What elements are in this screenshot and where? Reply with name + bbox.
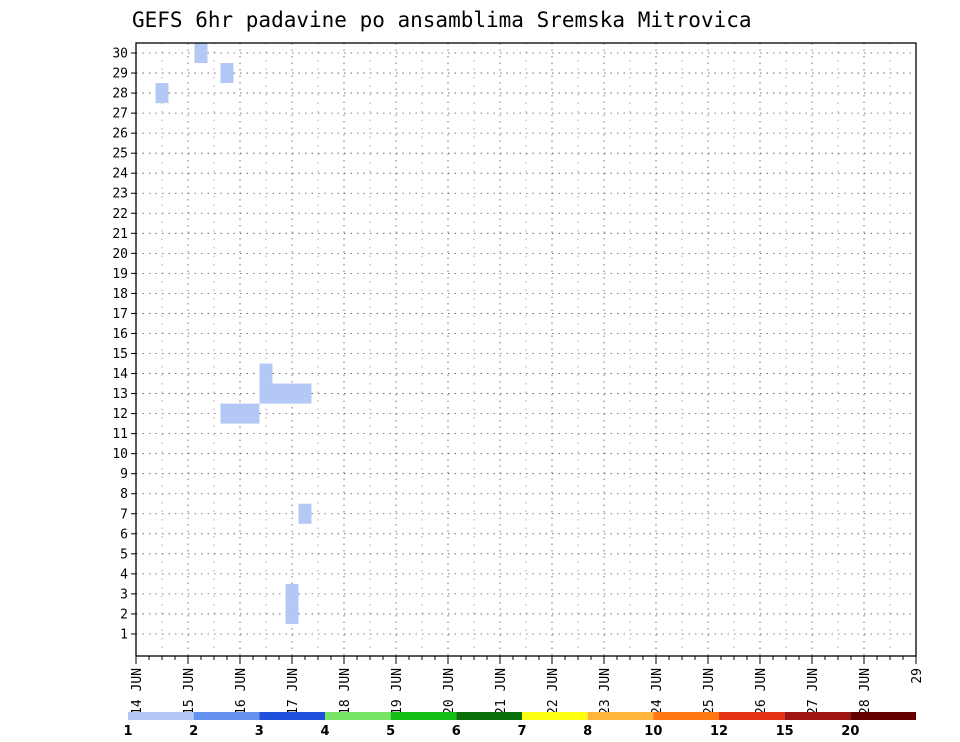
data-cell [285,383,299,404]
data-cell [259,383,273,404]
colorbar-label: 1 [123,724,132,739]
y-tick-label: 1 [120,627,128,642]
y-tick-label: 10 [112,447,128,462]
y-tick-label: 22 [112,207,128,222]
y-tick-label: 26 [112,127,128,142]
colorbar-label: 15 [776,724,794,739]
colorbar-label: 12 [710,724,728,739]
colorbar: 1 2 3 4 5 6 7 8 10 12 15 20 [123,712,916,739]
colorbar-swatch [193,712,260,720]
y-tick-label: 6 [120,527,128,542]
data-cell [298,383,312,404]
x-tick-label: 25 JUN [702,668,717,715]
colorbar-swatch [850,712,916,720]
colorbar-swatch [653,712,719,720]
y-tick-label: 28 [112,87,128,102]
y-tick-label: 15 [112,347,128,362]
colorbar-label: 6 [452,724,461,739]
y-tick-label: 25 [112,147,128,162]
y-tick-label: 11 [112,427,128,442]
x-tick-label: 15 JUN [182,668,197,715]
data-cell [259,363,273,384]
data-cell [233,403,247,424]
y-tick-label: 12 [112,407,128,422]
x-tick-label: 19 JUN [390,668,405,715]
y-tick-label: 27 [112,107,128,122]
data-cell [298,503,312,524]
chart-title: GEFS 6hr padavine po ansamblima Sremska … [132,8,752,32]
x-tick-label: 28 JUN [858,668,873,715]
x-tick-label: 24 JUN [650,668,665,715]
colorbar-swatch [456,712,522,720]
colorbar-label: 3 [255,724,264,739]
colorbar-label: 7 [517,724,526,739]
y-tick-label: 9 [120,467,128,482]
x-tick-label: 18 JUN [338,668,353,715]
x-tick-label: 20 JUN [442,668,457,715]
x-tick-label: 27 JUN [806,668,821,715]
y-tick-label: 20 [112,247,128,262]
colorbar-label: 8 [583,724,592,739]
y-axis: 1234567891011121314151617181920212223242… [112,47,136,642]
y-tick-label: 16 [112,327,128,342]
colorbar-label: 10 [644,724,662,739]
data-cells [155,43,312,624]
y-tick-label: 21 [112,227,128,242]
y-tick-label: 19 [112,267,128,282]
y-tick-label: 14 [112,367,128,382]
colorbar-label: 4 [320,724,329,739]
y-tick-label: 4 [120,567,128,582]
colorbar-swatch [128,712,194,720]
colorbar-swatch [784,712,851,720]
y-tick-label: 5 [120,547,128,562]
data-cell [220,403,234,424]
y-tick-label: 23 [112,187,128,202]
x-tick-label: 17 JUN [286,668,301,715]
x-tick-label: 21 JUN [494,668,509,715]
y-tick-label: 17 [112,307,128,322]
x-tick-label: 23 JUN [598,668,613,715]
y-tick-label: 18 [112,287,128,302]
colorbar-label: 20 [841,724,859,739]
x-tick-label: 29 [910,668,925,684]
y-tick-label: 3 [120,587,128,602]
y-tick-label: 30 [112,47,128,62]
colorbar-label: 5 [386,724,395,739]
data-cell [285,583,299,604]
colorbar-label: 2 [189,724,198,739]
x-tick-label: 26 JUN [754,668,769,715]
x-tick-label: 14 JUN [130,668,145,715]
colorbar-swatch [522,712,588,720]
data-cell [155,83,169,104]
y-tick-label: 24 [112,167,128,182]
colorbar-swatch [587,712,654,720]
data-cell [285,603,299,624]
y-tick-label: 7 [120,507,128,522]
x-tick-label: 22 JUN [546,668,561,715]
colorbar-swatch [719,712,785,720]
y-tick-label: 2 [120,607,128,622]
colorbar-swatch [390,712,457,720]
x-tick-label: 16 JUN [234,668,249,715]
data-cell [220,63,234,84]
x-axis: 14 JUN 15 JUN 16 JUN 17 JUN 18 JUN 19 JUN 20 J… [130,656,925,715]
y-tick-label: 8 [120,487,128,502]
colorbar-swatch [325,712,391,720]
y-tick-label: 29 [112,67,128,82]
data-cell [272,383,286,404]
colorbar-swatch [259,712,325,720]
chart-grid [136,43,917,656]
y-tick-label: 13 [112,387,128,402]
data-cell [194,43,208,64]
data-cell [246,403,260,424]
